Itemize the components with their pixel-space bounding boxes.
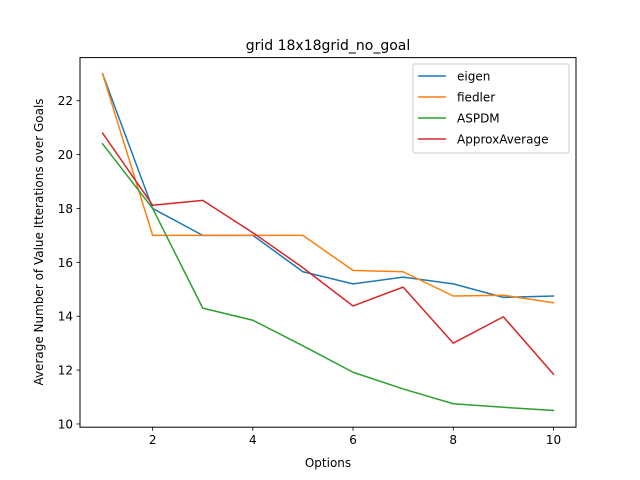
x-tick-label: 6 (349, 433, 357, 447)
y-tick-label: 10 (58, 417, 73, 431)
plot-area-frame (79, 57, 577, 428)
y-axis-label: Average Number of Value Itterations over… (32, 98, 46, 385)
y-tick-label: 18 (58, 202, 73, 216)
series-line-eigen (101, 72, 555, 299)
legend-label-aspdm: ASPDM (457, 112, 500, 126)
legend-box (412, 63, 570, 154)
y-tick-label: 16 (58, 256, 73, 270)
x-tick-label: 2 (149, 433, 157, 447)
y-tick-label: 22 (58, 94, 73, 108)
y-tick-label: 14 (58, 310, 73, 324)
y-tick-label: 12 (58, 364, 73, 378)
x-tick-label: 10 (546, 433, 561, 447)
series-line-approxaverage (101, 131, 555, 376)
chart-title: grid 18x18grid_no_goal (246, 38, 411, 54)
x-axis-label: Options (305, 456, 351, 470)
legend-label-eigen: eigen (457, 70, 490, 84)
x-tick-label: 8 (449, 433, 457, 447)
legend-label-fiedler: fiedler (457, 91, 495, 105)
plot-lines (101, 72, 555, 412)
y-axis: 10 12 14 16 18 20 22 (58, 94, 80, 431)
legend: eigen fiedler ASPDM ApproxAverage (412, 63, 570, 154)
series-line-aspdm (101, 142, 555, 412)
legend-label-approxaverage: ApproxAverage (457, 133, 548, 147)
x-tick-label: 4 (249, 433, 257, 447)
y-tick-label: 20 (58, 148, 73, 162)
x-axis: 2 4 6 8 10 (149, 427, 561, 447)
series-line-fiedler (101, 72, 555, 304)
